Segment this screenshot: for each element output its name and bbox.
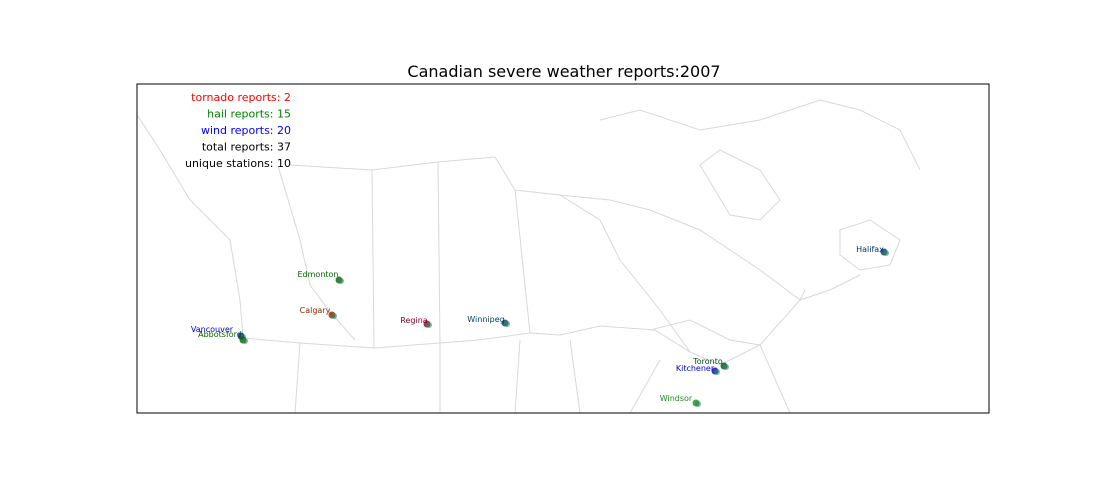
station-label: Regina	[400, 316, 427, 325]
station-label: Vancouver	[191, 325, 234, 334]
summary-line: tornado reports: 2	[191, 91, 291, 104]
station-label: Edmonton	[298, 270, 339, 279]
station-dot-alt	[338, 278, 344, 284]
station-dot-alt	[426, 322, 432, 328]
station-dot-alt	[331, 313, 337, 319]
station-label: Abbotsford	[198, 330, 242, 339]
map-title: Canadian severe weather reports:2007	[407, 62, 720, 81]
summary-line: total reports: 37	[202, 141, 291, 154]
station-dot-alt	[504, 321, 510, 327]
station-label: Winnipeg	[467, 315, 504, 324]
station-dot-alt	[242, 338, 248, 344]
summary-line: hail reports: 15	[207, 108, 291, 121]
map-frame	[136, 83, 990, 414]
summary-line: unique stations: 10	[185, 157, 291, 170]
summary-line: wind reports: 20	[201, 124, 291, 137]
station-label: Toronto	[692, 357, 723, 366]
station-label: Windsor	[660, 394, 693, 403]
station-label: Kitchener	[676, 364, 715, 373]
basemap	[136, 99, 921, 414]
station-dot-alt	[714, 369, 720, 375]
station-dot-alt	[695, 401, 701, 407]
station-dot-alt	[883, 250, 889, 256]
station-label: Halifax	[856, 245, 884, 254]
station-dot-alt	[723, 364, 729, 370]
station-label: Calgary	[300, 306, 331, 315]
